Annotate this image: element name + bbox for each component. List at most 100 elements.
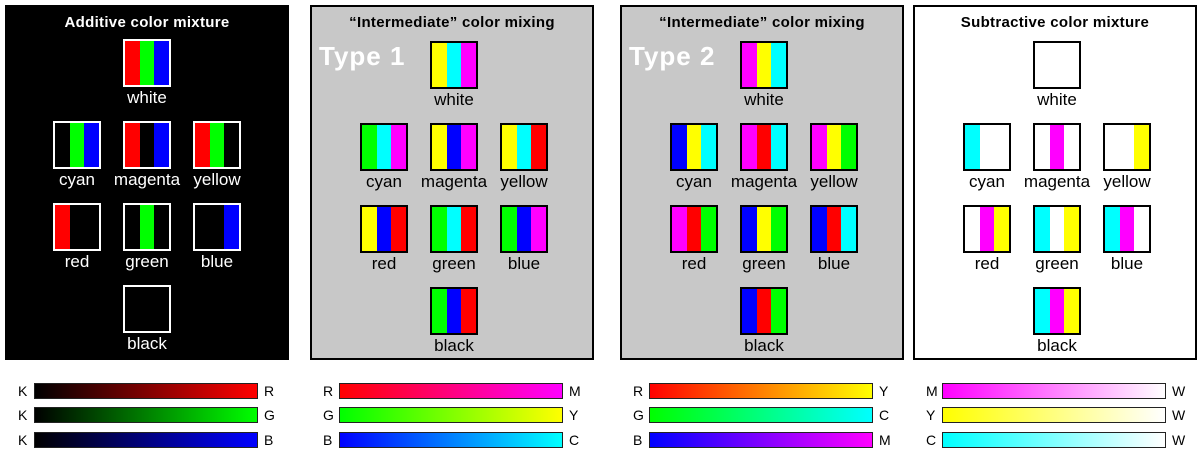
stripe bbox=[195, 205, 210, 249]
panel-additive: Additive color mixture white cyan magenta ye… bbox=[5, 5, 289, 360]
stripe bbox=[1134, 125, 1150, 169]
ramp-end-label: Y bbox=[569, 407, 579, 423]
ramp-start-label: G bbox=[633, 407, 644, 423]
swatch-box bbox=[360, 205, 408, 253]
ramp-end-label: W bbox=[1172, 407, 1186, 423]
stripe bbox=[125, 41, 140, 85]
stripe bbox=[1064, 125, 1080, 169]
stripe bbox=[1035, 207, 1050, 251]
stripe bbox=[432, 43, 447, 87]
swatch-label: blue bbox=[817, 254, 851, 273]
stripe bbox=[84, 123, 100, 167]
stripe bbox=[756, 207, 772, 251]
stripe bbox=[1064, 289, 1080, 333]
swatch-black: black bbox=[719, 287, 809, 369]
stripe bbox=[1049, 289, 1065, 333]
swatch-box bbox=[963, 205, 1011, 253]
swatch-red: red bbox=[339, 205, 429, 287]
swatch-box bbox=[740, 205, 788, 253]
stripe bbox=[125, 205, 140, 249]
stripe bbox=[55, 123, 70, 167]
ramp-end-label: C bbox=[569, 432, 580, 448]
swatch-magenta: magenta bbox=[409, 123, 499, 205]
stripe bbox=[362, 125, 377, 169]
stripe bbox=[812, 125, 827, 169]
ramp-bar bbox=[649, 383, 873, 399]
stripe bbox=[432, 125, 447, 169]
swatch-green: green bbox=[1012, 205, 1102, 287]
stripe bbox=[1049, 43, 1065, 87]
stripe bbox=[432, 289, 447, 333]
swatch-label: cyan bbox=[676, 172, 712, 191]
stripe bbox=[432, 207, 447, 251]
swatch-label: black bbox=[127, 334, 167, 353]
swatch-box bbox=[740, 41, 788, 89]
stripe bbox=[224, 123, 240, 167]
swatch-box bbox=[1103, 205, 1151, 253]
panel-subtractive: Subtractive color mixture white cyan magent… bbox=[913, 5, 1197, 360]
swatch-box bbox=[430, 123, 478, 171]
ramp-bar bbox=[649, 407, 873, 423]
swatch-box bbox=[1033, 41, 1081, 89]
ramp-end-label: B bbox=[264, 432, 274, 448]
swatch-box bbox=[740, 123, 788, 171]
stripe bbox=[84, 205, 100, 249]
stripe bbox=[1049, 207, 1065, 251]
swatch-black: black bbox=[102, 285, 192, 367]
swatch-box bbox=[123, 121, 171, 169]
ramp-end-label: M bbox=[879, 432, 891, 448]
stripe bbox=[826, 207, 842, 251]
swatch-label: cyan bbox=[366, 172, 402, 191]
swatch-box bbox=[1033, 123, 1081, 171]
type-label: Type 2 bbox=[629, 41, 716, 71]
swatch-label: cyan bbox=[969, 172, 1005, 191]
ramp-end-label: G bbox=[264, 407, 275, 423]
stripe bbox=[139, 41, 155, 85]
stripe bbox=[841, 125, 857, 169]
swatch-black: black bbox=[1012, 287, 1102, 369]
panel-intermediate-2: “Intermediate” color mixing Type 2 white cy… bbox=[620, 5, 904, 360]
ramp-start-label: M bbox=[926, 383, 938, 399]
swatch-blue: blue bbox=[479, 205, 569, 287]
stripe bbox=[531, 207, 547, 251]
stripe bbox=[771, 43, 787, 87]
swatch-label: black bbox=[1037, 336, 1077, 355]
swatch-box bbox=[1033, 287, 1081, 335]
stripe bbox=[979, 125, 995, 169]
stripe bbox=[672, 125, 687, 169]
swatch-label: white bbox=[744, 90, 784, 109]
swatch-label: green bbox=[125, 252, 169, 271]
stripe bbox=[756, 289, 772, 333]
swatch-blue: blue bbox=[789, 205, 879, 287]
swatch-box bbox=[500, 123, 548, 171]
stripe bbox=[446, 207, 462, 251]
stripe bbox=[771, 125, 787, 169]
swatch-label: blue bbox=[1110, 254, 1144, 273]
stripe bbox=[812, 207, 827, 251]
stripe bbox=[742, 125, 757, 169]
swatch-label: yellow bbox=[500, 172, 548, 191]
swatch-label: green bbox=[1035, 254, 1079, 273]
swatch-box bbox=[963, 123, 1011, 171]
swatch-box bbox=[430, 41, 478, 89]
stripe bbox=[154, 41, 170, 85]
swatch-label: magenta bbox=[730, 172, 798, 191]
swatch-label: cyan bbox=[59, 170, 95, 189]
stripe bbox=[979, 207, 995, 251]
swatch-box bbox=[670, 123, 718, 171]
stripe bbox=[446, 125, 462, 169]
swatch-green: green bbox=[102, 203, 192, 285]
swatch-cyan: cyan bbox=[942, 123, 1032, 205]
stripe bbox=[965, 207, 980, 251]
stripe bbox=[701, 207, 717, 251]
swatch-label: green bbox=[432, 254, 476, 273]
ramp-end-label: W bbox=[1172, 383, 1186, 399]
ramp-bar bbox=[34, 432, 258, 448]
ramp-end-label: M bbox=[569, 383, 581, 399]
